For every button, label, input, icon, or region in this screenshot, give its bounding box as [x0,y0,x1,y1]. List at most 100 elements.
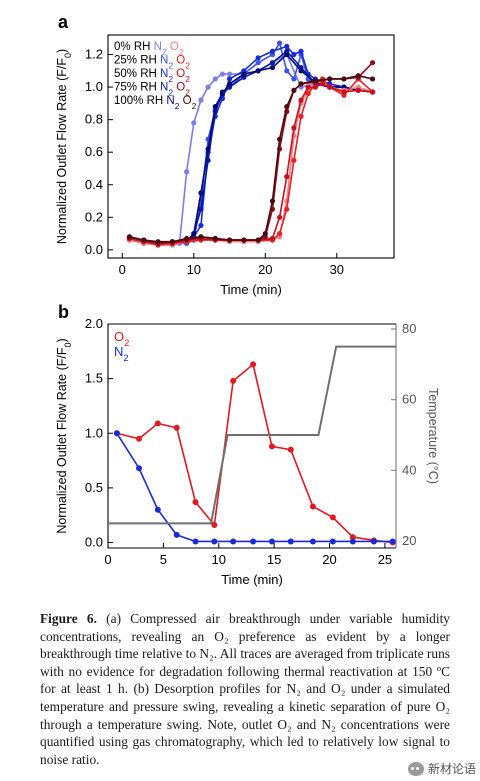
a-series-7-point-18 [327,84,333,90]
a-series-7-point-12 [284,174,290,180]
a-series-9-point-7 [226,237,233,243]
a-series-9-point-6 [212,235,218,242]
caption-figure-label: Figure 6. [40,611,97,626]
a-xtick-label-2: 20 [258,262,272,277]
a-series-2-point-14 [284,43,290,49]
a-series-line-7 [129,82,373,245]
a-series-7-point-11 [277,214,283,220]
watermark: 新材论语 [407,760,476,777]
a-series-2-point-6 [198,222,204,229]
b-xtick-label-5: 25 [378,552,392,567]
b-series-0-point-12 [349,534,356,541]
b-series-1-point-12 [349,538,356,545]
a-series-7-point-17 [319,81,326,87]
a-series-7-point-19 [341,89,347,95]
b-ytick-label-1: 0.5 [85,480,103,495]
b-xtick-label-4: 20 [322,552,336,567]
b-y2tick-label-3: 80 [402,321,416,336]
b-series-1-point-7 [250,538,257,545]
a-series-6-point-13 [291,157,297,163]
b-legend-entry-0: O2 [114,329,129,348]
a-series-9-point-8 [241,237,247,243]
b-series-1-point-10 [309,538,316,545]
a-series-9-point-17 [327,76,333,82]
a-series-1-point-12 [255,60,261,66]
a-series-0-point-10 [219,71,225,77]
b-series-1-point-13 [370,538,377,545]
a-ylabel: Normalized Outlet Flow Rate (F/F0) [55,49,73,244]
b-series-line-0 [116,362,393,544]
b-series-0-point-7 [250,361,257,368]
b-series-line-1 [116,432,393,543]
b-xtick-label-2: 10 [212,552,226,567]
a-series-7-point-16 [312,84,318,90]
a-series-7-point-13 [291,125,297,131]
a-legend-entry-4: 100% RH N2 O2 [114,95,197,111]
panel-a: a 0 10 20 30 0.0 0.2 0.4 0.6 0.8 1.0 1.2 Time (min) N… [55,12,395,297]
a-ytick-label-4: 0.8 [85,112,103,127]
a-ytick-label-5: 1.0 [85,79,103,94]
a-series-9-point-2 [155,239,161,245]
b-series-0-point-9 [287,446,294,453]
a-series-7-point-10 [269,235,276,242]
b-series-0-point-5 [211,522,218,529]
b-series-1-point-0 [113,430,120,437]
a-series-9-point-18 [341,76,347,82]
a-series-2-point-10 [226,76,233,82]
a-series-4-point-6 [198,190,204,196]
a-series-4-point-15 [298,68,304,74]
b-xtick-label-1: 5 [160,552,167,567]
a-series-1-point-16 [291,76,297,82]
a-series-line-5 [129,82,373,246]
wechat-icon [407,761,424,776]
a-series-8-point-20 [369,60,376,66]
a-series-0-point-5 [184,169,190,175]
a-series-2-point-15 [291,51,297,58]
a-xtick-label-0: 0 [119,262,126,277]
b-y2tick-label-1: 40 [402,462,416,477]
b-series-0-point-11 [329,514,336,521]
a-legend-entry-1: 25% RH N2 O2 [114,55,190,71]
a-series-2-point-16 [298,48,304,54]
b-ylabel: Normalized Outlet Flow Rate (F/F0) [55,338,73,533]
a-ytick-label-0: 0.0 [85,242,103,257]
a-series-4-point-5 [191,230,197,237]
a-series-4-point-11 [241,71,247,77]
a-ytick-label-3: 0.6 [85,144,103,159]
a-series-line-3 [129,50,373,245]
a-series-4-point-12 [255,68,261,74]
watermark-text: 新材论语 [427,762,476,776]
b-y2tick-label-2: 60 [402,392,416,407]
a-series-1-point-14 [277,40,283,46]
b-ytick-label-3: 1.5 [85,371,103,386]
a-series-3-point-13 [269,60,276,66]
a-series-6-point-11 [277,230,283,237]
a-series-4-point-8 [212,104,218,110]
b-y2label: Temperature (°C) [426,388,440,484]
a-series-6-point-12 [284,206,290,212]
a-series-9-point-9 [255,237,261,243]
caption-text: (a) Compressed air breakthrough under va… [40,611,450,767]
panel-b-letter: b [58,302,69,322]
b-ytick-label-4: 2.0 [85,316,103,331]
a-legend-entry-0: 0% RH N2 O2 [114,41,184,57]
a-series-9-point-1 [141,237,147,243]
a-series-7-point-20 [355,87,361,93]
b-series-1-point-6 [230,538,237,545]
a-xtick-label-3: 30 [330,262,344,277]
b-series-0-point-10 [309,503,316,510]
a-series-9-point-14 [291,87,297,93]
a-series-9-point-0 [126,234,133,240]
a-series-4-point-14 [284,51,290,58]
a-series-3-point-6 [198,206,204,212]
a-series-0-point-6 [191,120,197,126]
a-series-9-point-15 [298,81,304,87]
a-series-9-point-4 [184,235,190,242]
b-series-1-point-8 [268,538,275,545]
b-ytick-label-0: 0.0 [85,535,103,550]
a-series-9-point-3 [169,239,175,245]
b-series-0-point-8 [268,443,275,450]
b-series-1-point-5 [211,538,218,545]
a-series-9-point-11 [269,198,276,204]
a-series-9-point-12 [277,136,283,142]
